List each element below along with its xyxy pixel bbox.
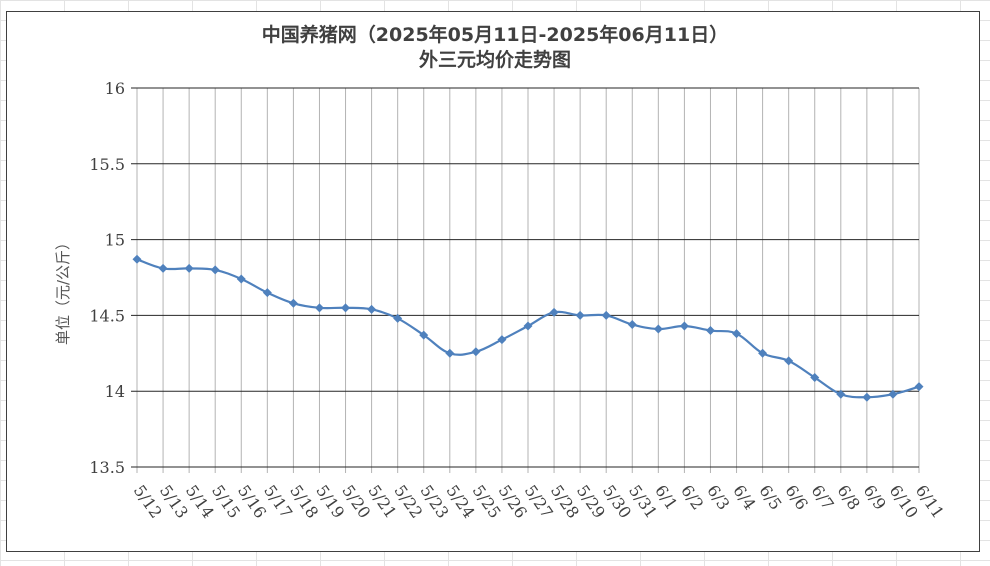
x-tick-label: 6/2 — [677, 481, 707, 513]
x-tick-label: 5/29 — [573, 481, 609, 521]
x-tick-label: 6/10 — [886, 481, 922, 521]
data-point-marker — [810, 373, 820, 383]
x-tick-label: 5/25 — [469, 481, 505, 521]
x-tick-label: 6/11 — [912, 481, 948, 521]
data-point-marker — [471, 347, 481, 357]
y-tick-label: 13.5 — [89, 458, 125, 477]
data-point-marker — [210, 265, 220, 275]
data-point-marker — [445, 348, 455, 358]
x-tick-label: 6/3 — [703, 481, 733, 513]
data-point-marker — [705, 326, 715, 336]
data-point-marker — [341, 303, 351, 313]
y-axis-label: 单位（元/公斤） — [54, 235, 72, 345]
data-point-marker — [419, 330, 429, 340]
x-tick-label: 5/16 — [234, 481, 270, 521]
x-tick-label: 6/6 — [781, 481, 811, 513]
data-point-marker — [288, 298, 298, 308]
x-tick-label: 5/23 — [416, 481, 452, 521]
x-tick-label: 5/24 — [443, 481, 479, 521]
x-tick-label: 6/9 — [860, 481, 890, 513]
data-markers — [132, 254, 924, 402]
data-point-marker — [627, 319, 637, 329]
x-tick-label: 5/28 — [547, 481, 583, 521]
data-point-marker — [184, 263, 194, 273]
data-point-marker — [314, 303, 324, 313]
x-tick-label: 5/26 — [495, 481, 531, 521]
y-tick-label: 15 — [105, 231, 125, 250]
x-tick-label: 5/22 — [390, 481, 426, 521]
grid-layer — [131, 87, 920, 473]
data-point-marker — [836, 389, 846, 399]
x-tick-label: 5/13 — [156, 481, 192, 521]
data-point-marker — [732, 329, 742, 339]
y-tick-label: 16 — [105, 79, 125, 98]
x-tick-label: 5/14 — [182, 481, 218, 521]
y-tick-label: 15.5 — [89, 155, 125, 174]
chart-title-line2: 外三元均价走势图 — [419, 48, 571, 71]
data-point-marker — [758, 348, 768, 358]
x-tick-label: 5/18 — [286, 481, 322, 521]
data-point-marker — [862, 392, 872, 402]
y-tick-label: 14 — [105, 382, 125, 401]
x-tick-label: 6/5 — [755, 481, 785, 513]
data-point-marker — [236, 274, 246, 284]
x-tick-label: 5/30 — [599, 481, 635, 521]
x-tick-label: 6/7 — [807, 481, 837, 513]
x-tick-label: 5/31 — [625, 481, 661, 521]
chart-frame — [6, 11, 980, 552]
y-tick-label: 14.5 — [89, 306, 125, 325]
data-point-marker — [888, 389, 898, 399]
x-tick-label: 5/15 — [208, 481, 244, 521]
x-tick-label: 5/12 — [130, 481, 166, 521]
data-point-marker — [784, 356, 794, 366]
x-tick-label: 5/21 — [364, 481, 400, 521]
data-point-marker — [549, 307, 559, 317]
x-tick-label: 5/27 — [521, 481, 557, 521]
x-tick-label: 6/8 — [834, 481, 864, 513]
data-point-marker — [914, 382, 924, 392]
chart-title-line1: 中国养猪网（2025年05月11日-2025年06月11日） — [262, 23, 728, 46]
data-point-marker — [523, 321, 533, 331]
data-point-marker — [601, 310, 611, 320]
x-tick-label: 5/19 — [312, 481, 348, 521]
data-point-marker — [262, 288, 272, 298]
data-point-marker — [497, 335, 507, 345]
x-tick-label: 5/20 — [338, 481, 374, 521]
y-tick-labels: 16 15.5 15 14.5 14 13.5 — [89, 79, 125, 477]
x-tick-label: 5/17 — [260, 481, 296, 521]
data-point-marker — [679, 321, 689, 331]
data-point-marker — [393, 313, 403, 323]
data-point-marker — [653, 324, 663, 334]
data-point-marker — [132, 254, 142, 264]
data-point-marker — [158, 263, 168, 273]
data-point-marker — [575, 310, 585, 320]
data-point-marker — [367, 304, 377, 314]
x-tick-label: 6/4 — [729, 481, 759, 513]
x-tick-labels: 5/125/135/145/155/165/175/185/195/205/21… — [130, 481, 948, 521]
